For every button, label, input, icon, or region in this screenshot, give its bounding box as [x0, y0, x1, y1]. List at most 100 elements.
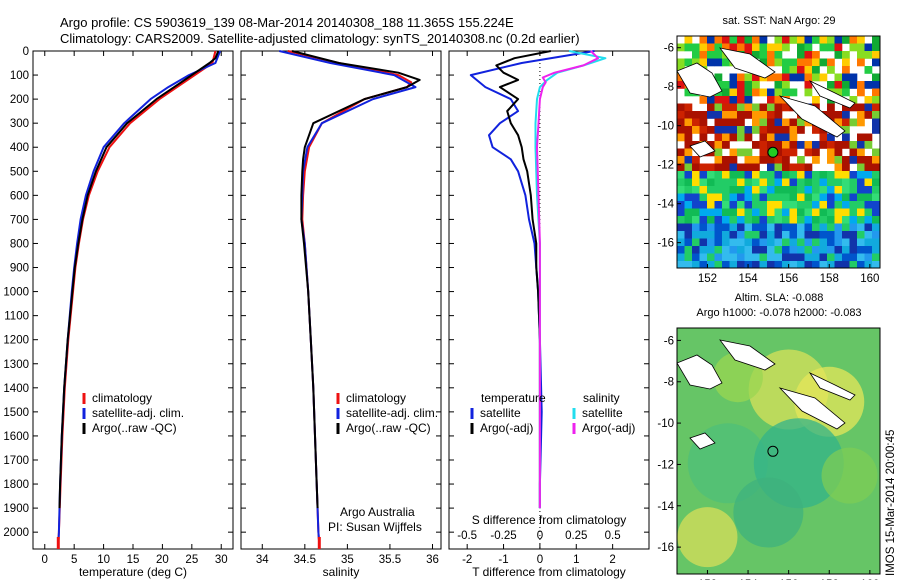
sst-cell — [729, 261, 738, 268]
sst-cell — [879, 208, 880, 217]
sst-cell — [774, 118, 783, 127]
sst-cell — [722, 43, 730, 52]
sst-cell — [737, 238, 745, 247]
sst-cell — [797, 201, 805, 209]
sst-cell — [729, 36, 738, 44]
sst-cell — [707, 103, 715, 112]
sst-cell — [812, 148, 820, 157]
sst-cell — [744, 133, 753, 142]
sst-cell — [827, 238, 835, 247]
sst-cell — [849, 193, 858, 202]
sst-cell — [774, 51, 783, 59]
sst-cell — [744, 156, 753, 164]
sst-cell — [722, 216, 730, 224]
map-x-tick-label: 158 — [820, 273, 839, 285]
sst-cell — [812, 51, 820, 59]
sst-cell — [797, 126, 805, 134]
sst-cell — [752, 103, 760, 112]
sst-cell — [789, 58, 798, 67]
sst-cell — [729, 186, 738, 194]
sst-cell — [677, 156, 685, 164]
sst-cell — [864, 43, 873, 52]
sst-cell — [879, 96, 880, 104]
sst-cell — [774, 103, 783, 112]
sst-cell — [714, 171, 723, 179]
sst-cell — [819, 186, 828, 194]
sst-cell — [744, 148, 753, 157]
sst-cell — [849, 178, 858, 187]
sst-cell — [819, 238, 828, 247]
legend-label: Argo(..raw -QC) — [92, 421, 177, 435]
sst-cell — [759, 231, 768, 239]
y-tick-label: 1200 — [3, 335, 29, 347]
sst-cell — [879, 81, 880, 89]
sst-cell — [677, 186, 685, 194]
sst-cell — [774, 216, 783, 224]
sst-cell — [744, 223, 753, 232]
sst-cell — [767, 216, 775, 224]
sst-cell — [842, 118, 850, 127]
sst-cell — [774, 96, 783, 104]
sst-cell — [879, 156, 880, 164]
sst-cell — [737, 73, 745, 82]
sst-cell — [722, 186, 730, 194]
sst-cell — [812, 156, 820, 164]
sst-cell — [827, 58, 835, 67]
sst-cell — [842, 201, 850, 209]
x-tick-label: -1 — [498, 554, 508, 566]
sst-cell — [729, 246, 738, 254]
sst-cell — [699, 58, 708, 67]
y-tick-label: 100 — [10, 70, 29, 82]
sst-cell — [872, 171, 880, 179]
sst-cell — [729, 88, 738, 97]
sst-cell — [797, 36, 805, 44]
sst-cell — [737, 186, 745, 194]
sst-cell — [804, 193, 813, 202]
sst-cell — [737, 148, 745, 157]
sst-cell — [864, 163, 873, 172]
sst-cell — [692, 186, 700, 194]
sst-cell — [849, 238, 858, 247]
y-tick-label: 1000 — [3, 287, 29, 299]
sst-cell — [722, 103, 730, 112]
sst-cell — [827, 216, 835, 224]
sst-cell — [759, 171, 768, 179]
sst-cell — [879, 253, 880, 262]
sst-cell — [857, 178, 865, 187]
annotation-line-2: PI: Susan Wijffels — [328, 520, 422, 534]
sst-cell — [684, 171, 693, 179]
sst-cell — [857, 58, 865, 67]
legend-label: climatology — [92, 391, 152, 405]
sst-cell — [699, 231, 708, 239]
sst-cell — [692, 231, 700, 239]
sst-cell — [879, 186, 880, 194]
sst-cell — [804, 231, 813, 239]
sst-cell — [692, 43, 700, 52]
sst-cell — [834, 148, 843, 157]
sst-cell — [864, 231, 873, 239]
sla-field — [821, 447, 878, 504]
sst-cell — [857, 81, 865, 89]
sst-cell — [707, 246, 715, 254]
salinity-panel: 34 34.5 35 35.5 36 salinity climatologysatelli… — [240, 50, 442, 579]
sst-cell — [827, 253, 835, 262]
sst-cell — [834, 238, 843, 247]
sst-cell — [699, 43, 708, 52]
sst-cell — [812, 201, 820, 209]
map-y-tick-label: -16 — [657, 238, 674, 250]
sst-cell — [729, 208, 738, 217]
sst-cell — [684, 58, 693, 67]
sst-cell — [879, 111, 880, 119]
sst-cell — [752, 171, 760, 179]
sst-cell — [752, 231, 760, 239]
sst-cell — [857, 171, 865, 179]
sst-cell — [804, 141, 813, 149]
map-body — [677, 36, 880, 268]
sst-cell — [759, 186, 768, 194]
sst-cell — [692, 238, 700, 247]
sst-cell — [707, 223, 715, 232]
sst-cell — [684, 148, 693, 157]
sst-cell — [722, 178, 730, 187]
secondary-x-tick-label: 0.25 — [565, 530, 587, 542]
sst-cell — [804, 51, 813, 59]
